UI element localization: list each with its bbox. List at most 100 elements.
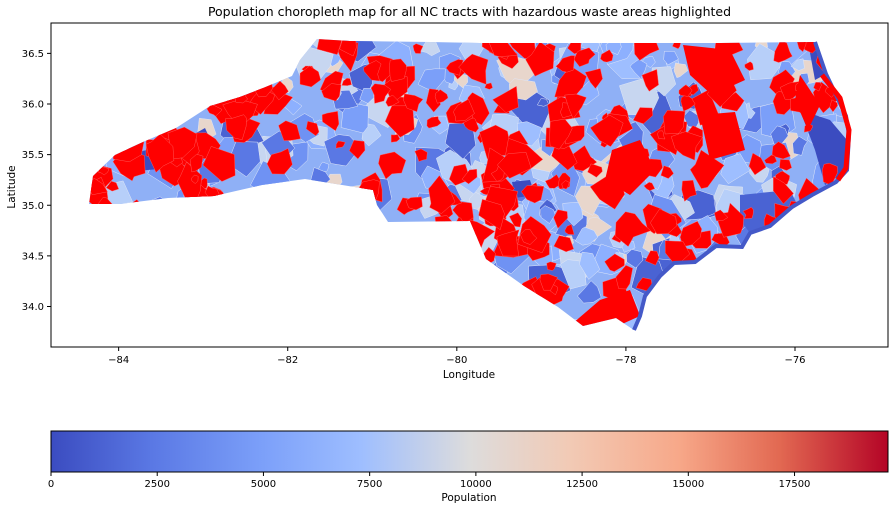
hazard-tract-polygon (539, 273, 559, 291)
hazard-tract-polygon (565, 290, 640, 330)
hazard-tract-polygon (551, 143, 578, 171)
hazard-tract-polygon (105, 180, 119, 192)
barrier-island (820, 73, 852, 182)
tract-polygon (629, 58, 648, 80)
hazard-tract-polygon (278, 120, 301, 141)
hazard-tract-polygon (670, 131, 703, 161)
x-tick-label: −76 (784, 355, 805, 366)
hazard-tract-polygon (145, 133, 175, 173)
hazard-tract-polygon (614, 211, 652, 247)
hazard-tract-polygon (349, 139, 366, 160)
hazard-tract-polygon (189, 153, 204, 173)
hazard-tract-polygon (391, 134, 401, 143)
hazard-tract-polygon (461, 168, 478, 185)
hazard-tract-polygon (202, 146, 236, 182)
hazard-tract-polygon (567, 39, 582, 55)
hazard-tract-polygon (434, 89, 449, 104)
hazard-tract-polygon (742, 207, 754, 219)
tract-polygon (747, 43, 784, 81)
y-tick-label: 35.0 (22, 201, 44, 212)
map-title: Population choropleth map for all NC tra… (207, 4, 732, 19)
hazard-tract-polygon (445, 59, 464, 76)
hazard-tract-polygon (545, 174, 560, 189)
hazard-tract-polygon (663, 110, 686, 135)
hazard-tract-polygon (225, 114, 247, 140)
hazard-tract-polygon (167, 126, 198, 160)
hazard-tract-polygon (316, 39, 345, 55)
x-tick-label: −78 (615, 355, 636, 366)
tract-polygon (790, 58, 805, 71)
hazard-tract-polygon (779, 159, 792, 171)
hazard-tract-polygon (496, 229, 520, 257)
tract-polygon (792, 135, 808, 156)
hazard-tract-polygon (321, 83, 342, 102)
hazard-tract-polygon (403, 93, 424, 112)
hazard-tract-polygon (587, 163, 603, 178)
hazard-tract-polygon (689, 149, 725, 189)
y-axis: 34.0 34.5 35.0 35.5 36.0 36.5 (22, 49, 51, 313)
hazard-tract-polygon (517, 216, 552, 254)
tract-polygon (340, 102, 369, 134)
hazard-tract-polygon (795, 75, 820, 130)
hazard-tract-polygon (564, 224, 575, 235)
hazard-tract-polygon (744, 61, 754, 71)
hazard-tract-polygon (521, 185, 545, 204)
tract-polygon (536, 98, 550, 107)
hazard-tract-polygon (573, 47, 596, 67)
tract-polygon (317, 161, 330, 172)
hazard-tract-polygon (370, 83, 392, 104)
hazard-tract-polygon (549, 118, 573, 150)
tract-polygon (673, 62, 689, 79)
tract-polygon (574, 226, 599, 246)
hazard-tract-polygon (714, 209, 729, 222)
x-axis: −84 −82 −80 −78 −76 (108, 347, 806, 366)
hazard-tract-polygon (700, 112, 745, 160)
hazard-tract-polygon (405, 196, 423, 211)
hazard-tract-polygon (458, 53, 489, 85)
hazard-tract-polygon (453, 98, 475, 122)
hazard-tract-polygon (615, 265, 633, 290)
hazard-tract-polygon (525, 41, 555, 77)
hazard-tract-polygon (813, 82, 822, 92)
hazard-tract-polygon (645, 250, 660, 266)
hazard-tract-polygon (748, 152, 767, 176)
hazard-tract-polygon (771, 141, 791, 160)
x-axis-label: Longitude (443, 369, 495, 381)
hazard-tract-polygon (414, 148, 428, 162)
hazard-tract-polygon (191, 174, 199, 184)
hazard-tract-polygon (657, 130, 666, 140)
tract-polygon (626, 249, 644, 269)
hazard-tract-polygon (632, 107, 653, 125)
hazard-tract-polygon (590, 114, 624, 147)
y-tick-label: 36.5 (22, 49, 44, 60)
tract-polygon (323, 134, 361, 167)
hazard-tract-polygon (484, 82, 493, 90)
hazard-tract-polygon (206, 104, 223, 117)
hazard-tract-polygon (426, 116, 442, 129)
hazard-tract-polygon (773, 40, 793, 63)
hazard-tract-polygon (555, 55, 575, 73)
tract-polygon (579, 251, 601, 280)
hazard-tract-polygon (412, 43, 424, 54)
x-tick-label: −80 (446, 355, 467, 366)
hazard-tract-polygon (773, 176, 794, 205)
hazard-tract-polygon (478, 199, 505, 231)
hazard-tract-polygon (299, 65, 321, 88)
hazard-tract-polygon (681, 180, 697, 202)
hazard-tract-polygon (764, 154, 778, 165)
hazard-tract-polygon (321, 111, 340, 132)
hazard-tract-polygon (428, 175, 456, 214)
hazard-tract-polygon (635, 277, 653, 291)
hazard-tract-polygon (497, 152, 532, 179)
hazard-tract-polygon (492, 85, 519, 113)
y-tick-label: 34.5 (22, 251, 44, 262)
x-tick-label: −84 (108, 355, 129, 366)
hazard-tract-polygon (385, 94, 400, 107)
hazard-tract-polygon (378, 151, 407, 180)
hazard-tract-polygon (604, 253, 625, 272)
hazard-tract-polygon (553, 209, 568, 229)
hazard-tract-polygon (650, 208, 677, 235)
y-tick-label: 36.0 (22, 100, 44, 111)
tract-polygon (577, 280, 602, 304)
